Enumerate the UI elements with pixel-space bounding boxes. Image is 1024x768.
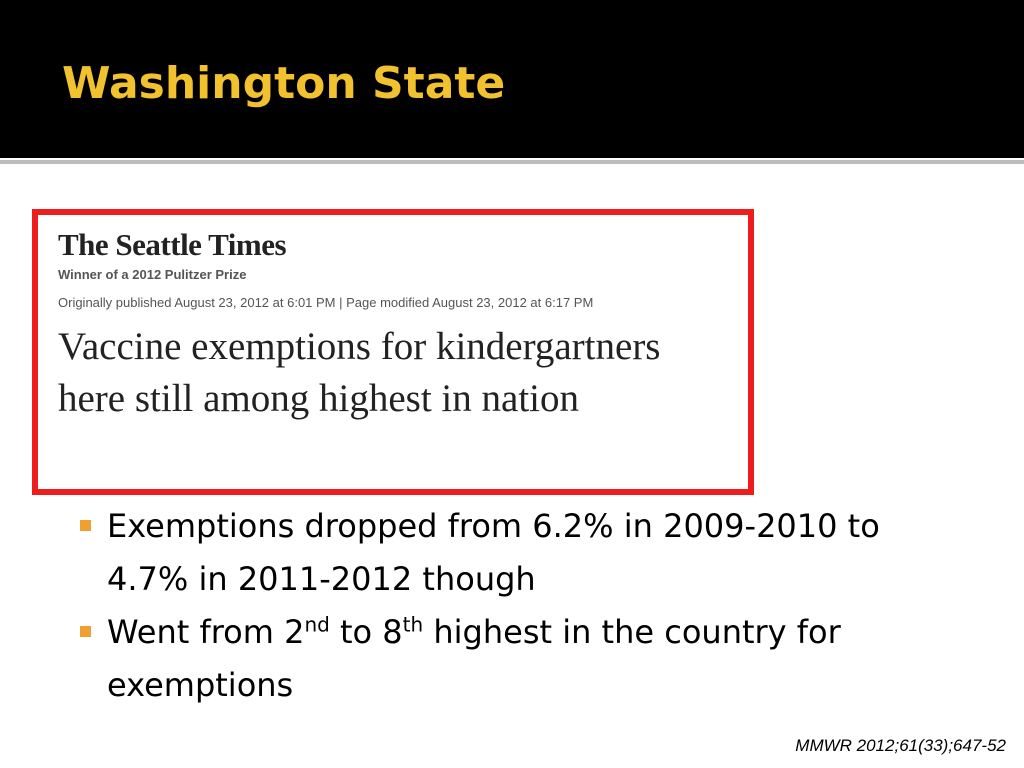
published-line: Originally published August 23, 2012 at … — [58, 295, 594, 310]
bullet-text: Exemptions dropped from 6.2% in 2009-201… — [107, 507, 880, 598]
news-clipping: The Seattle Times Winner of a 2012 Pulit… — [32, 209, 754, 495]
citation: MMWR 2012;61(33);647-52 — [795, 736, 1006, 755]
headline: Vaccine exemptions for kindergartners he… — [58, 325, 661, 420]
slide-title: Washington State — [62, 58, 506, 109]
masthead: The Seattle Times — [58, 227, 287, 262]
divider — [0, 160, 1024, 164]
superscript: th — [402, 612, 424, 637]
bullet-list: Exemptions dropped from 6.2% in 2009-201… — [80, 500, 980, 712]
title-bar: Washington State — [0, 0, 1024, 158]
bullet-text: highest in the country for exemptions — [107, 613, 841, 704]
superscript: nd — [304, 612, 330, 637]
bullet-text: to 8 — [329, 613, 403, 651]
bullet-text: Went from 2 — [107, 613, 305, 651]
bullet: Exemptions dropped from 6.2% in 2009-201… — [80, 500, 967, 606]
prize-line: Winner of a 2012 Pulitzer Prize — [58, 267, 247, 282]
bullet: Went from 2nd to 8th highest in the coun… — [80, 606, 980, 712]
